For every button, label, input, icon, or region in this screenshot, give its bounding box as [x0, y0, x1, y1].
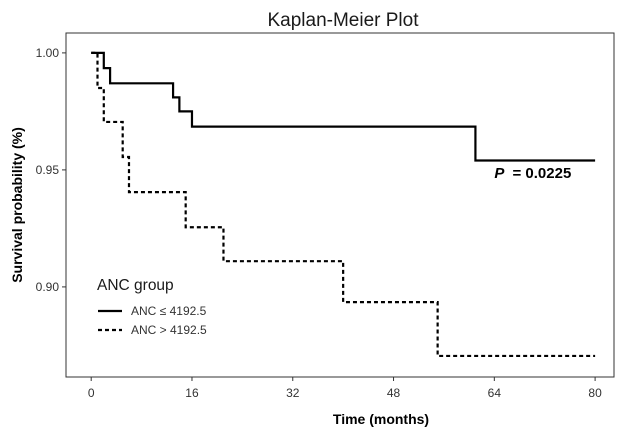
- y-tick-label: 0.90: [36, 280, 60, 294]
- survival-curves: [91, 51, 596, 358]
- y-axis-label: Survival probability (%): [9, 127, 25, 283]
- y-axis: 0.90 0.95 1.00: [36, 46, 66, 294]
- chart-title: Kaplan-Meier Plot: [267, 10, 419, 31]
- plot-area: [65, 32, 615, 378]
- x-tick-label: 48: [387, 386, 401, 400]
- survival-curve-low-anc: [91, 51, 596, 162]
- survival-curve-high-anc: [91, 51, 596, 358]
- legend-label: ANC ≤ 4192.5: [131, 304, 207, 318]
- x-tick-label: 64: [488, 386, 502, 400]
- p-label: P: [494, 165, 505, 182]
- x-axis-label: Time (months): [333, 411, 429, 427]
- legend: ANC group ANC ≤ 4192.5 ANC > 4192.5: [97, 277, 207, 337]
- p-value: = 0.0225: [513, 165, 572, 182]
- x-tick-label: 16: [185, 386, 199, 400]
- legend-label: ANC > 4192.5: [131, 323, 207, 337]
- y-tick-label: 1.00: [36, 46, 60, 60]
- x-axis: 0 16 32 48 64 80: [88, 377, 602, 400]
- x-tick-label: 80: [588, 386, 602, 400]
- legend-title: ANC group: [97, 277, 174, 294]
- x-tick-label: 32: [286, 386, 300, 400]
- p-value-text: P = 0.0225: [494, 165, 571, 182]
- y-tick-label: 0.95: [36, 163, 60, 177]
- x-tick-label: 0: [88, 386, 95, 400]
- p-value-annotation: P = 0.0225: [494, 165, 571, 182]
